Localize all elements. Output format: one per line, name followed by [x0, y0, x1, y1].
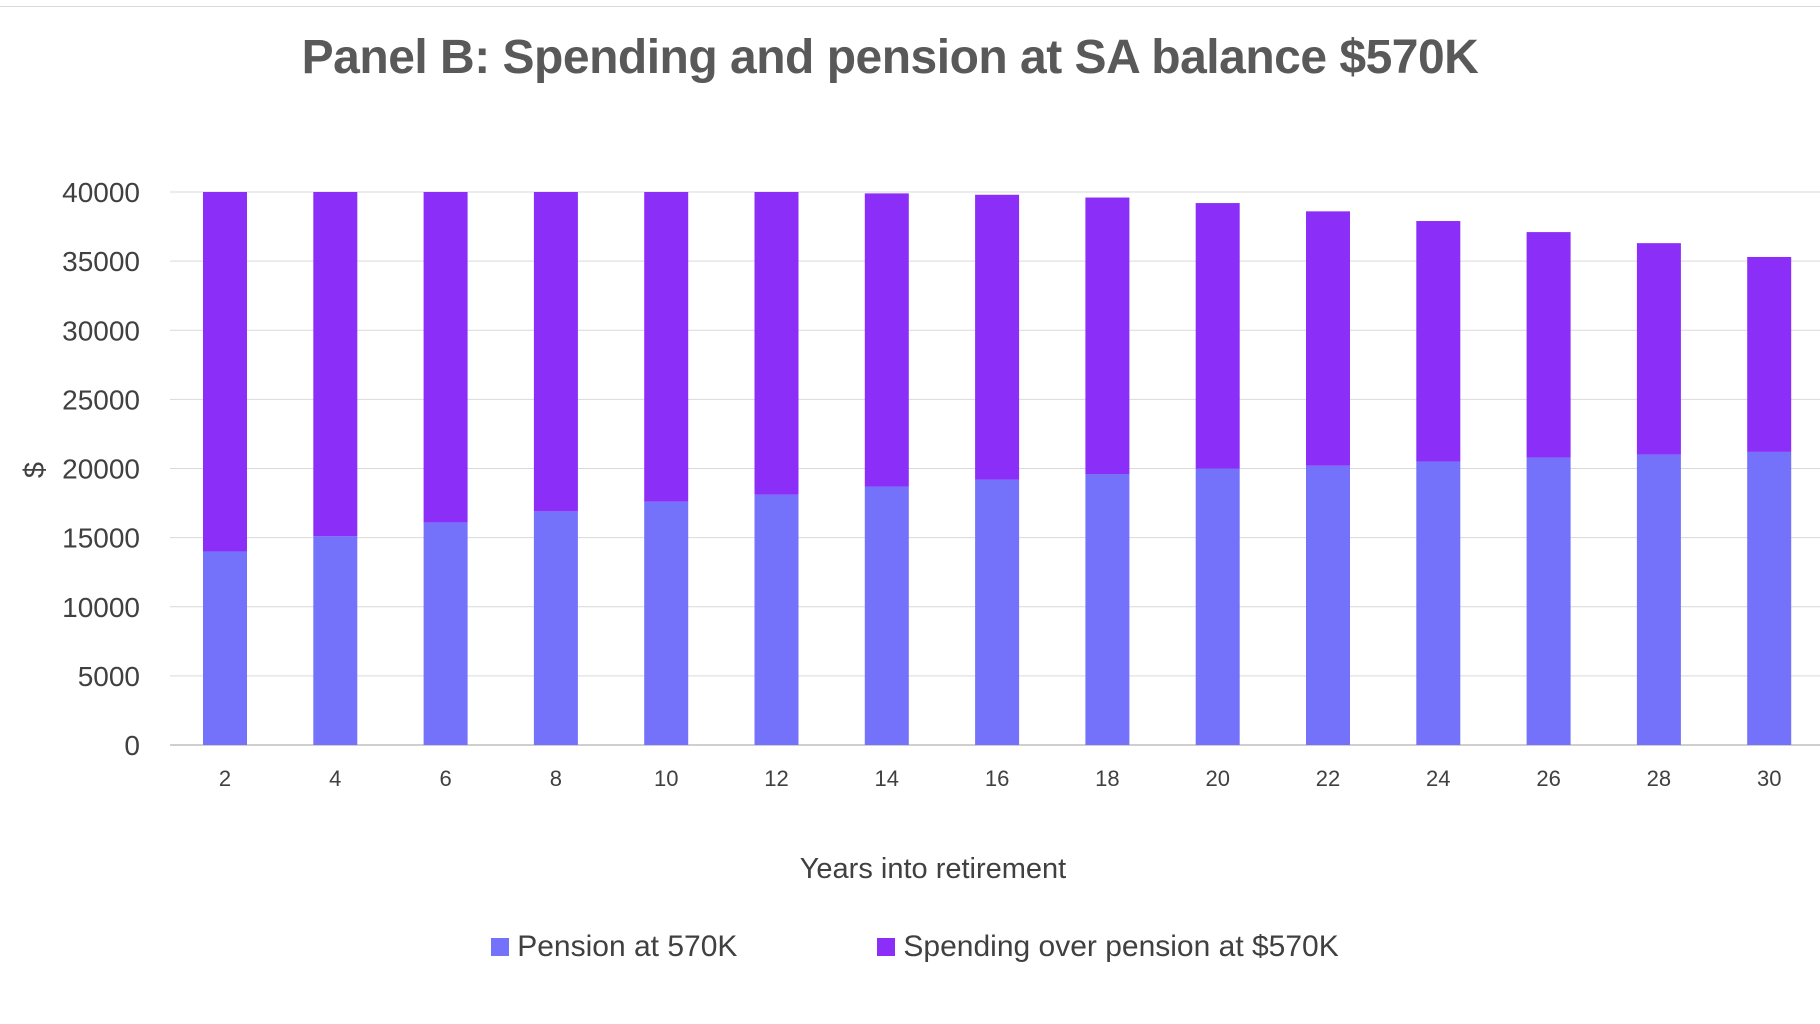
- legend-item-spending: Spending over pension at $570K: [877, 930, 1339, 964]
- bar-pension: [533, 511, 578, 745]
- y-tick-label: 30000: [62, 315, 140, 346]
- bar-pension: [1085, 474, 1130, 745]
- bar-pension: [975, 479, 1020, 745]
- x-tick-label: 8: [550, 766, 562, 791]
- y-tick-label: 40000: [62, 177, 140, 208]
- x-axis-ticks: 2 4 6 8 10 12 14 16 18 20 22 24 26 28 30: [219, 766, 1782, 791]
- y-tick-label: 15000: [62, 523, 140, 554]
- bar-pension: [423, 522, 468, 745]
- legend-swatch-pension: [491, 938, 510, 956]
- bar-pension: [1416, 461, 1461, 745]
- x-tick-label: 10: [654, 766, 678, 791]
- y-axis-ticks: 0 5000 10000 15000 20000 25000 30000 35000 40000: [62, 177, 140, 761]
- bar-pension: [754, 494, 799, 745]
- bar-spending-over-pension: [975, 194, 1020, 480]
- y-tick-label: 25000: [62, 384, 140, 415]
- bar-pension: [1636, 454, 1681, 745]
- x-tick-label: 2: [219, 766, 231, 791]
- x-tick-label: 26: [1536, 766, 1560, 791]
- bar-pension: [644, 501, 689, 745]
- bar-pension: [1526, 457, 1571, 745]
- bar-spending-over-pension: [313, 192, 358, 537]
- x-tick-label: 24: [1426, 766, 1450, 791]
- bar-spending-over-pension: [533, 192, 578, 512]
- bar-spending-over-pension: [1085, 197, 1130, 475]
- x-tick-label: 18: [1095, 766, 1119, 791]
- x-tick-label: 20: [1205, 766, 1229, 791]
- bar-spending-over-pension: [644, 192, 689, 502]
- top-divider: [0, 6, 1820, 7]
- bar-spending-over-pension: [1526, 232, 1571, 458]
- x-tick-label: 4: [329, 766, 341, 791]
- x-tick-label: 28: [1647, 766, 1671, 791]
- bar-spending-over-pension: [1306, 211, 1350, 466]
- bar-pension: [1195, 468, 1240, 745]
- x-axis-label: Years into retirement: [800, 853, 1067, 885]
- y-tick-label: 20000: [62, 454, 140, 485]
- bar-pension: [1306, 465, 1350, 745]
- legend: Pension at 570K Spending over pension at…: [0, 930, 1820, 964]
- y-tick-label: 5000: [78, 661, 140, 692]
- x-tick-label: 22: [1316, 766, 1340, 791]
- bar-spending-over-pension: [1195, 203, 1240, 469]
- bar-spending-over-pension: [864, 193, 909, 487]
- x-tick-label: 6: [439, 766, 451, 791]
- y-tick-label: 35000: [62, 246, 140, 277]
- bar-spending-over-pension: [1636, 243, 1681, 455]
- legend-label-spending: Spending over pension at $570K: [903, 930, 1339, 963]
- legend-item-pension: Pension at 570K: [491, 930, 737, 964]
- x-tick-label: 16: [985, 766, 1009, 791]
- bar-spending-over-pension: [1747, 256, 1792, 452]
- y-tick-label: 10000: [62, 592, 140, 623]
- bars: [203, 192, 1792, 745]
- bar-spending-over-pension: [1416, 221, 1461, 462]
- y-axis-label: $: [19, 462, 51, 478]
- bar-pension: [864, 486, 909, 745]
- x-tick-label: 30: [1757, 766, 1781, 791]
- legend-swatch-spending: [877, 938, 896, 956]
- y-tick-label: 0: [124, 730, 140, 761]
- bar-pension: [203, 551, 247, 745]
- chart-title: Panel B: Spending and pension at SA bala…: [301, 31, 1479, 84]
- bar-pension: [1747, 451, 1792, 745]
- legend-label-pension: Pension at 570K: [517, 930, 738, 963]
- x-tick-label: 14: [875, 766, 899, 791]
- x-tick-label: 12: [764, 766, 788, 791]
- bar-spending-over-pension: [754, 192, 799, 495]
- bar-spending-over-pension: [203, 192, 247, 552]
- bar-pension: [313, 536, 358, 745]
- bar-spending-over-pension: [423, 192, 468, 523]
